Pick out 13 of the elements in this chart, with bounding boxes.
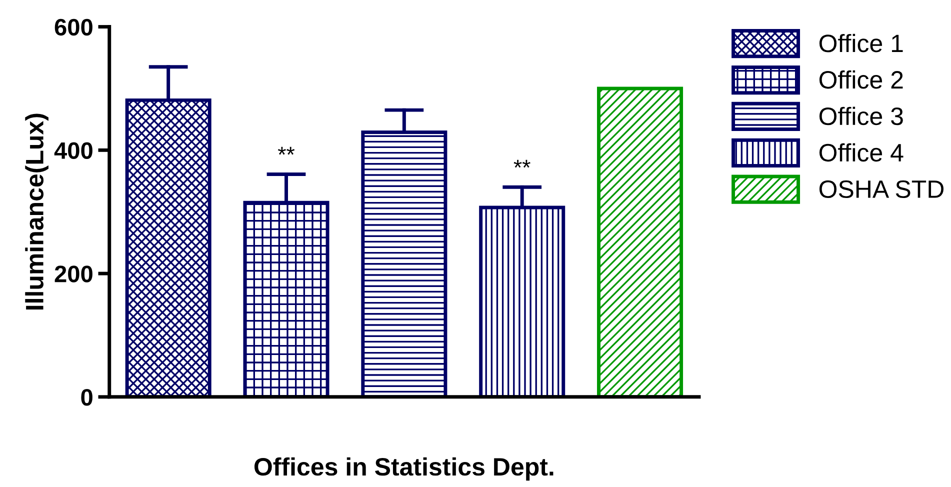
y-tick-label: 200 bbox=[54, 266, 92, 282]
data-label: ** bbox=[278, 146, 295, 155]
y-tick-label: 400 bbox=[54, 142, 92, 159]
y-axis-title: Illuminance(Lux) bbox=[25, 114, 48, 310]
legend-label: Office 1 bbox=[819, 34, 903, 52]
data-label: ** bbox=[514, 160, 530, 168]
x-axis-title: Offices in Statistics Dept. bbox=[254, 457, 554, 481]
legend-label: Office 4 bbox=[819, 143, 904, 162]
legend-label: OSHA STD bbox=[819, 180, 944, 198]
legend-label: Office 3 bbox=[819, 106, 903, 126]
legend-label: Office 2 bbox=[819, 70, 903, 89]
y-tick-label: 0 bbox=[81, 388, 92, 406]
y-tick-label: 600 bbox=[54, 18, 92, 36]
